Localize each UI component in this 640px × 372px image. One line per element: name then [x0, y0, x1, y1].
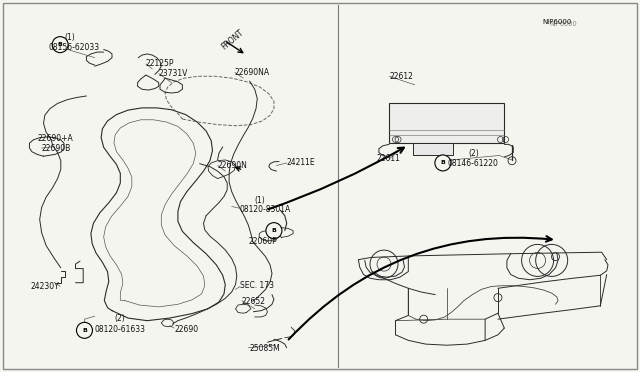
Text: SEC. 173: SEC. 173: [240, 281, 274, 290]
Circle shape: [52, 36, 68, 53]
FancyArrowPatch shape: [289, 236, 552, 340]
Text: 08156-62033: 08156-62033: [49, 43, 100, 52]
Text: 08120-61633: 08120-61633: [95, 325, 146, 334]
Text: 22652: 22652: [242, 297, 266, 306]
FancyArrowPatch shape: [268, 148, 404, 209]
Text: B: B: [82, 328, 87, 333]
Text: 22612: 22612: [389, 72, 413, 81]
Text: 22060P: 22060P: [249, 237, 278, 246]
Bar: [413, 144, 453, 155]
Text: (1): (1): [254, 196, 265, 205]
Text: B: B: [440, 160, 445, 166]
Text: 22611: 22611: [376, 154, 400, 163]
Text: B: B: [271, 228, 276, 233]
Circle shape: [77, 322, 93, 339]
Text: 22690N: 22690N: [218, 161, 248, 170]
Bar: [389, 103, 504, 143]
Text: 08120-8301A: 08120-8301A: [240, 205, 291, 214]
Text: 24230Y: 24230Y: [30, 282, 59, 291]
Text: (2): (2): [114, 314, 125, 323]
Text: (1): (1): [64, 33, 75, 42]
Text: B: B: [58, 42, 63, 47]
Text: 22690: 22690: [174, 325, 198, 334]
Text: (2): (2): [468, 149, 479, 158]
Circle shape: [435, 155, 451, 171]
Text: NIP6000: NIP6000: [549, 21, 577, 27]
Text: 23731V: 23731V: [159, 69, 188, 78]
Text: 22690NA: 22690NA: [235, 68, 270, 77]
Text: 22690+A: 22690+A: [37, 134, 73, 143]
Text: 25085M: 25085M: [250, 344, 280, 353]
Text: 24211E: 24211E: [287, 158, 316, 167]
Text: NIP6000: NIP6000: [543, 19, 572, 25]
Text: 22690B: 22690B: [42, 144, 71, 153]
Circle shape: [266, 222, 282, 239]
Text: 08146-61220: 08146-61220: [448, 159, 499, 168]
Text: 22125P: 22125P: [146, 60, 175, 68]
Text: FRONT: FRONT: [220, 28, 245, 52]
